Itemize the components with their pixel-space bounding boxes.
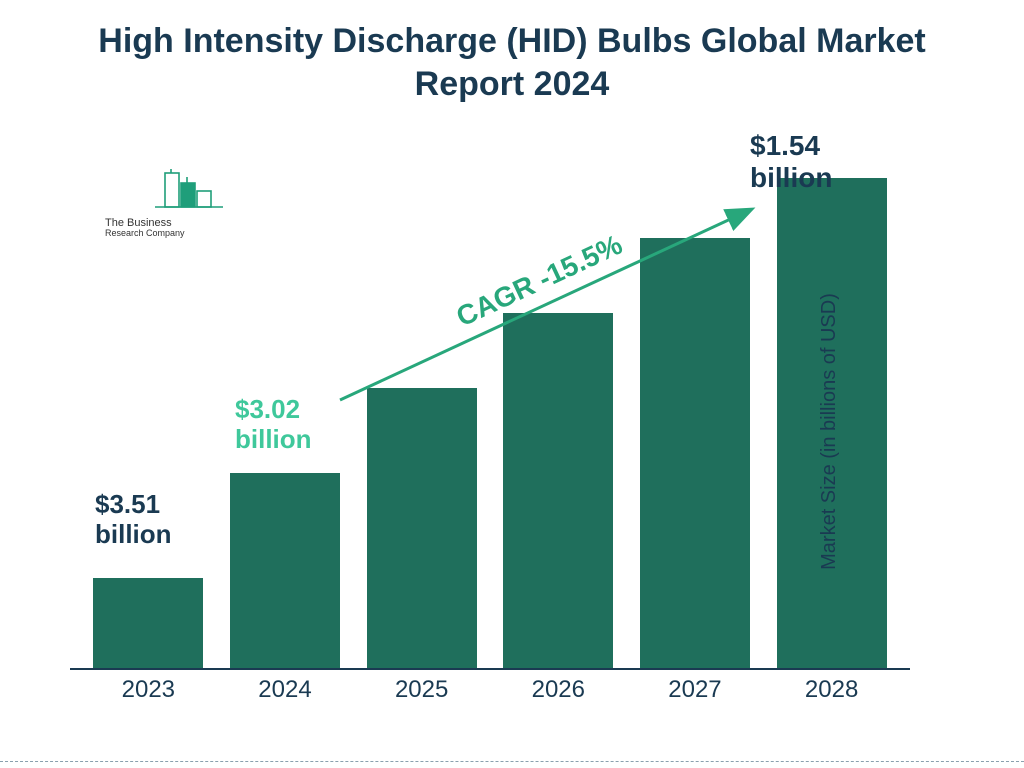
x-tick-label: 2028 (772, 676, 892, 704)
y-axis-label: Market Size (in billions of USD) (818, 293, 841, 570)
bars-container (70, 168, 910, 668)
x-tick-label: 2024 (225, 676, 345, 704)
bar-column (88, 578, 208, 668)
chart-area: CAGR -15.5% $3.51billion$3.02billion$1.5… (70, 170, 940, 710)
x-axis-labels: 2023 2024 2025 2026 2027 2028 (70, 676, 910, 704)
bar (93, 578, 203, 668)
value-label: $3.02billion (235, 395, 312, 455)
footer-divider (0, 761, 1024, 762)
bar (503, 313, 613, 668)
x-tick-label: 2027 (635, 676, 755, 704)
bar-column (362, 388, 482, 668)
x-tick-label: 2023 (88, 676, 208, 704)
bar-column (498, 313, 618, 668)
x-tick-label: 2026 (498, 676, 618, 704)
bar (640, 238, 750, 668)
bar (367, 388, 477, 668)
chart-title: High Intensity Discharge (HID) Bulbs Glo… (0, 0, 1024, 105)
bar-column (635, 238, 755, 668)
bar (230, 473, 340, 668)
plot-region: CAGR -15.5% $3.51billion$3.02billion$1.5… (70, 170, 910, 670)
bar-column (225, 473, 345, 668)
x-tick-label: 2025 (362, 676, 482, 704)
value-label: $3.51billion (95, 490, 172, 550)
value-label: $1.54 billion (750, 130, 910, 194)
